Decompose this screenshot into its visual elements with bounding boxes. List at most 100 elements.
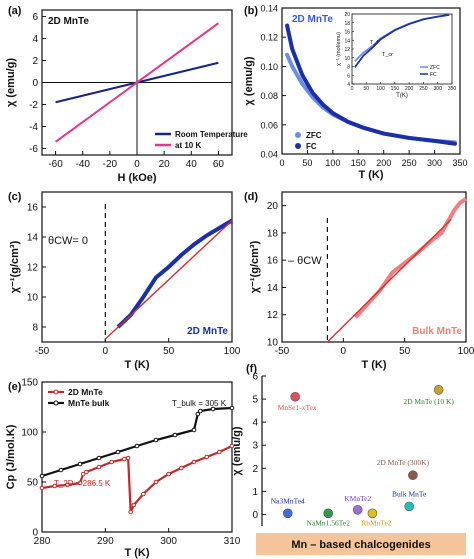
y-tick-label: 14: [27, 233, 39, 244]
data-point: [39, 485, 45, 491]
x-tick-label: 250: [402, 158, 417, 168]
data-point: [58, 467, 64, 473]
legend-label: MnTe bulk: [68, 398, 110, 408]
x-tick-label: 0: [134, 159, 140, 170]
series-line-at-10-k: [54, 22, 220, 143]
compound-label: MnSe1-xTex: [278, 403, 317, 412]
y-tick-label: 20: [267, 201, 279, 212]
y-tick-label: 0.08: [260, 91, 278, 101]
legend-label: at 10 K: [175, 141, 201, 150]
panel-e-letter: (e): [8, 381, 22, 393]
data-point: [217, 449, 222, 455]
x-tick-label: -50: [35, 346, 50, 357]
y-tick-label: 18: [267, 228, 279, 239]
y-tick-label: 16: [27, 203, 39, 214]
series-line-data: [116, 218, 234, 329]
data-point: [128, 509, 133, 515]
inset-x-tick-label: 350: [448, 86, 457, 92]
panel-d-label: Bulk MnTe: [412, 326, 462, 337]
panel-c-annotation: θCW= 0: [48, 235, 88, 247]
y-tick-label: 2: [252, 464, 258, 475]
inset-legend-label: FC: [430, 72, 437, 78]
x-tick-label: 310: [224, 536, 241, 547]
inset-x-tick-label: 150: [391, 86, 400, 92]
y-tick-label: 0.14: [260, 4, 278, 14]
y-tick-label: 5: [252, 395, 258, 406]
data-point: [141, 491, 146, 497]
inset-x-tick-label: 0: [351, 86, 354, 92]
y-tick-label: 0: [32, 78, 38, 89]
x-tick-label: 100: [224, 346, 241, 357]
panel-c-ylabel: χ⁻¹(g/cm³): [9, 240, 21, 293]
y-tick-label: 100: [21, 428, 38, 439]
inset-y-tick-label: 12: [344, 47, 350, 53]
series-line-fit: [104, 219, 233, 340]
legend-marker: [53, 400, 59, 406]
x-tick-label: 50: [163, 346, 175, 357]
x-tick-label: 50: [399, 346, 411, 357]
panel-b-letter: (b): [244, 5, 258, 17]
inset-xlabel: T(K): [396, 93, 408, 99]
compound-marker: [323, 508, 334, 519]
compound-label: RbMnTe2: [361, 518, 392, 527]
inset-series-fc: [354, 13, 450, 68]
x-tick-label: 60: [213, 159, 225, 170]
panel-b-ylabel: χ (emu/g): [243, 56, 255, 105]
y-tick-label: 0.06: [260, 120, 278, 130]
legend-label: FC: [306, 142, 317, 151]
y-tick-label: 12: [27, 263, 39, 274]
panel-d-letter: (d): [244, 191, 258, 203]
inset-y-tick-label: 14: [344, 38, 350, 44]
inset-x-tick-label: 100: [376, 86, 385, 92]
panel-f-caption: Mn – based chalcogenides: [291, 539, 430, 551]
y-tick-label: 0.04: [260, 150, 278, 160]
series-line-fc: [285, 23, 457, 146]
x-tick-label: -40: [75, 159, 90, 170]
data-point: [191, 459, 197, 465]
x-tick-label: 40: [186, 159, 198, 170]
data-point: [80, 471, 86, 477]
x-tick-label: 290: [97, 536, 114, 547]
panel-c-xlabel: T (K): [124, 359, 149, 371]
compound-marker: [433, 385, 444, 395]
y-tick-label: 0.12: [260, 33, 278, 43]
y-tick-label: 16: [267, 256, 279, 267]
x-tick-label: 200: [376, 158, 391, 168]
data-point: [84, 469, 89, 475]
y-tick-label: 6: [32, 12, 38, 23]
x-tick-label: 50: [302, 158, 312, 168]
x-tick-label: 100: [458, 346, 474, 357]
x-tick-label: 100: [325, 158, 340, 168]
data-point: [77, 461, 83, 467]
x-tick-label: 20: [159, 159, 171, 170]
y-tick-label: 14: [267, 283, 279, 294]
legend-label: ZFC: [306, 131, 322, 140]
y-tick-label: 4: [32, 34, 38, 45]
data-point: [125, 455, 131, 461]
data-point: [109, 459, 114, 465]
y-tick-label: 4: [252, 418, 258, 429]
legend-marker: [53, 389, 59, 395]
data-point: [153, 479, 159, 485]
y-tick-label: 50: [27, 478, 39, 489]
panel-a-xlabel: H (kOe): [117, 172, 156, 184]
y-tick-label: 3: [252, 441, 258, 452]
data-point: [204, 454, 209, 460]
data-point: [195, 411, 201, 417]
x-tick-label: 150: [351, 158, 366, 168]
inset-x-tick-label: 200: [405, 86, 414, 92]
series-line-fit: [326, 218, 452, 343]
data-point: [115, 449, 121, 455]
panel-f-letter: (f): [246, 363, 257, 375]
compound-marker: [352, 505, 363, 515]
y-tick-label: 10: [27, 293, 39, 304]
inset-x-tick-label: 250: [419, 86, 428, 92]
data-point: [134, 443, 140, 449]
compound-marker: [290, 391, 300, 402]
data-point: [153, 437, 159, 443]
panel-d-annotation: – θCW: [288, 255, 322, 267]
inset-y-tick-label: 10: [344, 56, 350, 62]
data-point: [77, 480, 83, 486]
y-tick-label: 8: [32, 323, 38, 334]
